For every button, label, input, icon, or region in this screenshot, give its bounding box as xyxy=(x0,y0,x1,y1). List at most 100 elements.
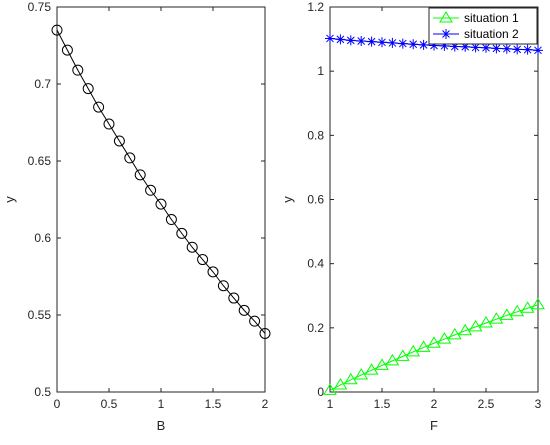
series-1-point xyxy=(51,24,63,36)
series-1-point xyxy=(489,312,504,324)
x-tick-label: 2 xyxy=(262,397,269,411)
x-tick-label: 1 xyxy=(158,397,165,411)
series-1-point xyxy=(531,297,545,310)
series-1-point xyxy=(207,266,219,278)
series-2-point xyxy=(408,39,419,50)
series-2-point xyxy=(377,37,387,48)
x-axis-label: F xyxy=(430,418,438,433)
y-tick-label: 0.55 xyxy=(28,308,52,322)
series-2-point xyxy=(501,43,512,54)
series-1-point xyxy=(395,349,410,361)
series-2-point xyxy=(397,38,408,49)
legend-entry-2: situation 2 xyxy=(433,27,519,41)
x-tick-label: 2 xyxy=(431,397,438,411)
series-1-point xyxy=(134,169,146,181)
legend-marker xyxy=(441,29,451,39)
series-1-point xyxy=(165,214,177,226)
y-axis-label: y xyxy=(280,196,295,203)
series-1-point xyxy=(228,292,240,304)
series-1-point xyxy=(113,135,125,147)
x-tick-label: 0 xyxy=(54,397,61,411)
series-2-point xyxy=(366,36,377,47)
series-1-point xyxy=(468,319,483,332)
legend-entry-1: situation 1 xyxy=(433,11,519,25)
y-tick-label: 0.5 xyxy=(34,385,51,399)
legend-label: situation 1 xyxy=(464,11,519,25)
y-tick-label: 0.4 xyxy=(307,257,324,271)
series-1-point xyxy=(364,363,379,375)
series-1-point xyxy=(385,353,400,366)
series-1-point xyxy=(103,118,115,130)
series-1-point xyxy=(145,184,157,196)
series-1-point xyxy=(406,344,421,357)
series-2-point xyxy=(512,44,523,55)
legend-marker xyxy=(439,11,453,23)
series-1-point xyxy=(499,308,514,320)
series-1-point xyxy=(375,358,389,370)
series-2-point xyxy=(439,40,450,51)
x-tick-label: 0.5 xyxy=(101,397,118,411)
series-2-point xyxy=(449,41,460,52)
series-1-point xyxy=(447,327,462,340)
x-tick-label: 3 xyxy=(535,397,542,411)
series-1-point xyxy=(238,304,250,316)
series-1-point xyxy=(217,280,229,292)
series-2-point xyxy=(387,37,398,48)
y-tick-label: 0.8 xyxy=(307,128,324,142)
series-1-point xyxy=(82,83,94,95)
series-2-point xyxy=(470,42,481,53)
series-2-point xyxy=(325,33,335,44)
series-2-point xyxy=(522,44,533,55)
legend: situation 1 situation 2 xyxy=(428,7,538,45)
y-tick-label: 0.2 xyxy=(307,321,324,335)
series-1-point xyxy=(323,383,337,395)
y-tick-label: 1 xyxy=(317,64,324,78)
x-tick-label: 1 xyxy=(327,397,334,411)
series-1 xyxy=(51,24,271,339)
series-1-point xyxy=(437,332,452,344)
series-1-point xyxy=(427,336,441,348)
series-1-point xyxy=(124,152,136,164)
series-1-point xyxy=(259,327,271,339)
series-1-point xyxy=(458,323,473,336)
series-2-point xyxy=(356,36,367,47)
series-2-point xyxy=(418,39,429,50)
y-tick-label: 0 xyxy=(317,385,324,399)
y-tick-label: 1.2 xyxy=(307,0,324,14)
series-1-point xyxy=(510,304,525,317)
series-1-point xyxy=(155,198,167,210)
series-1-point xyxy=(176,227,188,239)
y-tick-label: 0.6 xyxy=(307,193,324,207)
series-1-point xyxy=(197,254,209,266)
series-1-point xyxy=(249,315,261,327)
series-1-point xyxy=(479,316,493,328)
series-2-point xyxy=(429,40,439,51)
series-1-point xyxy=(354,368,369,380)
series-1-point xyxy=(61,44,73,56)
y-tick-label: 0.6 xyxy=(34,231,51,245)
series-1-point xyxy=(343,372,358,385)
series-2-point xyxy=(460,41,471,52)
series-1-point xyxy=(186,241,198,253)
series-1-point xyxy=(93,101,105,113)
series-1-point xyxy=(333,377,348,390)
series-1 xyxy=(323,297,545,395)
x-tick-label: 1.5 xyxy=(374,397,391,411)
x-tick-label: 2.5 xyxy=(478,397,495,411)
x-axis-label: B xyxy=(157,418,166,433)
series-2-point xyxy=(533,45,543,56)
series-2-point xyxy=(335,34,346,45)
series-1-point xyxy=(520,301,535,313)
series-1-line xyxy=(329,304,539,391)
series-1-point xyxy=(416,340,431,352)
y-tick-label: 0.65 xyxy=(28,154,52,168)
y-tick-label: 0.75 xyxy=(28,0,52,14)
legend-label: situation 2 xyxy=(464,27,519,41)
y-axis-label: y xyxy=(2,196,17,203)
y-tick-label: 0.7 xyxy=(34,77,51,91)
series-2-point xyxy=(481,42,491,53)
